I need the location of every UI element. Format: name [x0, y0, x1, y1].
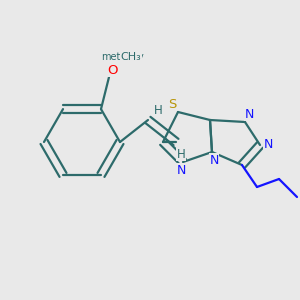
- Text: methoxy: methoxy: [102, 52, 144, 62]
- Text: N: N: [244, 107, 254, 121]
- Text: N: N: [176, 164, 186, 176]
- Text: H: H: [154, 103, 162, 116]
- Text: CH₃: CH₃: [121, 52, 141, 62]
- Text: N: N: [263, 139, 273, 152]
- Text: H: H: [177, 148, 185, 160]
- Text: N: N: [209, 154, 219, 166]
- Text: O: O: [106, 63, 116, 76]
- Text: S: S: [168, 98, 176, 110]
- Text: O: O: [108, 64, 118, 76]
